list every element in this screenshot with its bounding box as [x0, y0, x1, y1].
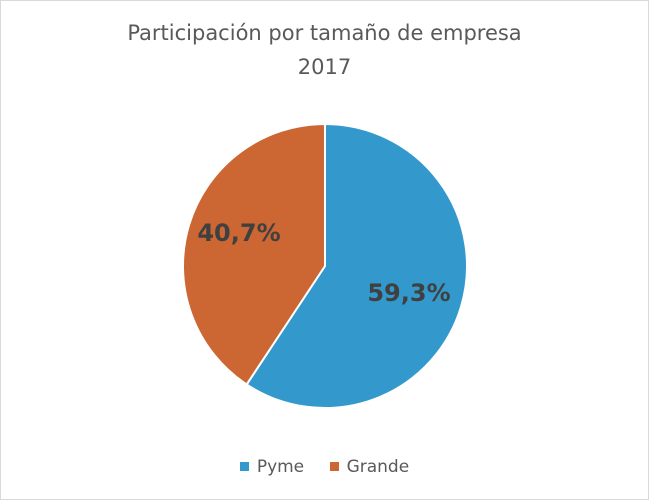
pie-slice-grande [182, 122, 326, 386]
data-label-grande: 40,7% [197, 219, 280, 247]
legend-label-grande: Grande [346, 456, 410, 477]
legend-swatch-pyme [239, 462, 249, 471]
legend: Pyme Grande [0, 456, 649, 477]
legend-label-pyme: Pyme [256, 456, 305, 477]
legend-item-pyme: Pyme [239, 456, 305, 477]
data-label-pyme: 59,3% [367, 279, 450, 307]
chart-title: Participación por tamaño de empresa [127, 21, 522, 45]
chart-subtitle: 2017 [297, 55, 352, 79]
pie-slice-pyme [245, 122, 468, 409]
legend-swatch-grande [329, 462, 339, 471]
legend-item-grande: Grande [329, 456, 410, 477]
chart-title-block: Participación por tamaño de empresa 2017 [0, 16, 649, 84]
